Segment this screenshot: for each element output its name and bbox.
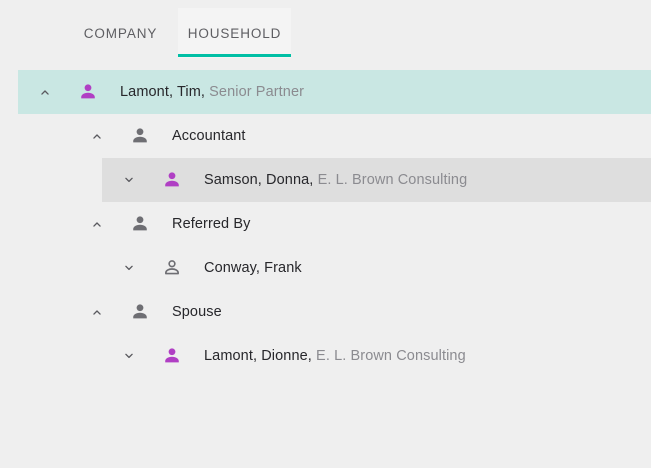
chevron-down-icon[interactable]	[116, 167, 142, 193]
tree-row-detail: E. L. Brown Consulting	[316, 348, 466, 364]
person-filled-gray-icon	[128, 300, 152, 324]
tab-bar: COMPANY HOUSEHOLD	[0, 0, 651, 58]
person-outline-gray-icon	[160, 256, 184, 280]
tree-row-lamont-tim[interactable]: Lamont, Tim, Senior Partner	[18, 70, 651, 114]
tree-row-name: Lamont, Tim,	[120, 84, 206, 100]
chevron-up-icon[interactable]	[84, 299, 110, 325]
tree-row-accountant[interactable]: Accountant	[70, 114, 651, 158]
tab-company[interactable]: COMPANY	[63, 8, 178, 58]
chevron-up-icon[interactable]	[84, 123, 110, 149]
person-filled-gray-icon	[128, 212, 152, 236]
tree-row-name: Spouse	[172, 304, 222, 320]
tree-row-lamont-dionne[interactable]: Lamont, Dionne, E. L. Brown Consulting	[102, 334, 651, 378]
tree-row-label: Accountant	[172, 128, 246, 144]
chevron-up-icon[interactable]	[84, 211, 110, 237]
chevron-down-icon[interactable]	[116, 255, 142, 281]
household-tree: Lamont, Tim, Senior Partner Accountant Sam…	[0, 58, 651, 468]
tree-row-name: Lamont, Dionne,	[204, 348, 312, 364]
chevron-down-icon[interactable]	[116, 343, 142, 369]
tree-row-detail: E. L. Brown Consulting	[317, 172, 468, 188]
tree-row-name: Accountant	[172, 128, 246, 144]
tree-row-name: Conway, Frank	[204, 260, 302, 276]
person-filled-accent-icon	[160, 168, 184, 192]
tree-row-samson-donna[interactable]: Samson, Donna, E. L. Brown Consulting	[102, 158, 651, 202]
tab-household[interactable]: HOUSEHOLD	[178, 8, 291, 58]
tree-row-name: Referred By	[172, 216, 251, 232]
person-filled-gray-icon	[128, 124, 152, 148]
tab-household-label: HOUSEHOLD	[187, 26, 282, 41]
tree-row-detail: Senior Partner	[209, 84, 305, 100]
person-filled-accent-icon	[160, 344, 184, 368]
tree-row-spouse[interactable]: Spouse	[70, 290, 651, 334]
tree-row-label: Lamont, Dionne, E. L. Brown Consulting	[204, 348, 466, 364]
tab-company-label: COMPANY	[83, 26, 158, 41]
tree-row-label: Samson, Donna, E. L. Brown Consulting	[204, 172, 467, 188]
chevron-up-icon[interactable]	[32, 79, 58, 105]
person-filled-accent-icon	[76, 80, 100, 104]
tree-row-conway-frank[interactable]: Conway, Frank	[102, 246, 651, 290]
tab-active-underline	[178, 54, 291, 57]
tree-row-referred-by[interactable]: Referred By	[70, 202, 651, 246]
tree-row-label: Lamont, Tim, Senior Partner	[120, 84, 304, 100]
tree-row-label: Conway, Frank	[204, 260, 302, 276]
tree-row-name: Samson, Donna,	[204, 172, 314, 188]
tree-row-label: Spouse	[172, 304, 222, 320]
tree-row-label: Referred By	[172, 216, 250, 232]
